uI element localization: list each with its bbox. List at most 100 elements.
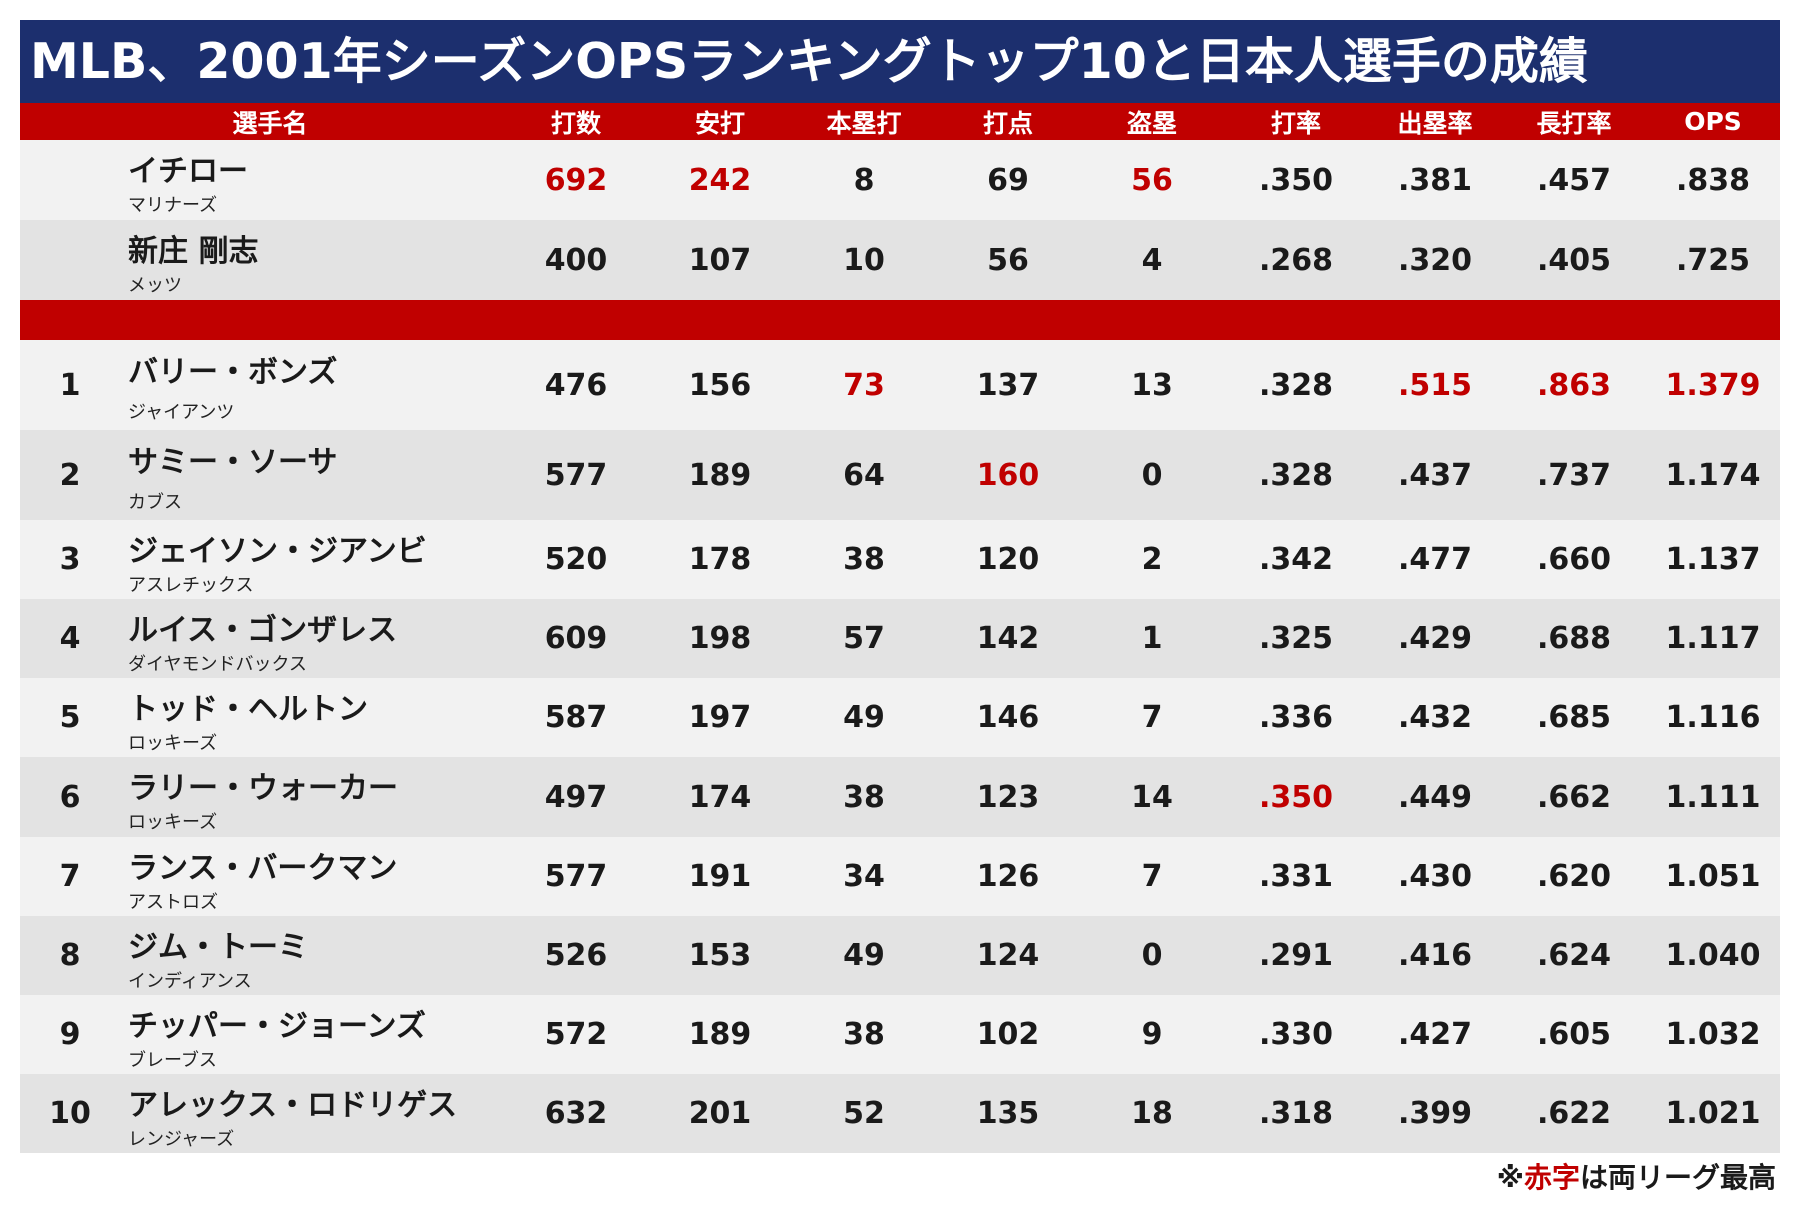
team-name: ロッキーズ [128,812,218,833]
cell-obp: .381 [1397,162,1473,198]
cell-home-runs: 38 [843,779,885,815]
cell-batting-avg: .331 [1258,859,1334,894]
cell-stolen-bases: 1 [1141,621,1163,656]
column-header-row: 選手名 打数 安打 本塁打 打点 盗塁 打率 出塁率 長打率 OPS [20,103,1780,140]
rank: 5 [59,700,81,735]
cell-hits: 156 [688,367,752,403]
cell-at-bats: 476 [544,367,608,403]
ranking-row: 2 サミー・ソーサ カブス 577 189 64 160 0 .328 .437 .737 1.174 [20,430,1780,520]
cell-obp: .429 [1397,621,1473,656]
cell-hits: 178 [688,542,752,577]
cell-batting-avg: .318 [1258,1096,1334,1131]
player-name: イチロー [128,154,248,189]
cell-batting-avg: .291 [1258,938,1334,973]
cell-hits: 153 [688,938,752,973]
ranking-row: 3 ジェイソン・ジアンビ アスレチックス 520 178 38 120 2 .342 .477 .6… [20,520,1780,599]
player-name: ジェイソン・ジアンビ [128,534,427,569]
cell-rbi: 124 [976,938,1040,973]
cell-at-bats: 497 [544,779,608,815]
player-name: 新庄 剛志 [128,234,259,269]
cell-ops: .725 [1675,242,1751,278]
cell-rbi: 126 [976,859,1040,894]
player-name: チッパー・ジョーンズ [128,1009,426,1044]
header-rbi: 打点 [982,108,1033,138]
cell-hits: 197 [688,700,752,735]
team-name: アストロズ [128,892,218,913]
cell-obp: .449 [1397,779,1473,815]
cell-ops: 1.117 [1665,621,1761,656]
rank: 10 [49,1096,91,1131]
cell-slg: .620 [1536,859,1612,894]
player-name: トッド・ヘルトン [128,692,368,727]
cell-batting-avg: .330 [1258,1017,1334,1052]
header-at-bats: 打数 [550,108,601,138]
cell-rbi: 102 [976,1017,1040,1052]
cell-at-bats: 577 [544,457,608,493]
ranking-row: 10 アレックス・ロドリゲス レンジャーズ 632 201 52 135 18 .318 .399… [20,1074,1780,1153]
header-batting-avg: 打率 [1270,108,1321,138]
team-name: アスレチックス [128,575,254,596]
cell-slg: .605 [1536,1017,1612,1052]
cell-hits: 189 [688,457,752,493]
cell-slg: .457 [1536,162,1612,198]
cell-rbi: 120 [976,542,1040,577]
cell-home-runs: 8 [853,162,875,198]
cell-rbi: 56 [987,242,1029,278]
header-hits: 安打 [694,108,745,138]
cell-home-runs: 38 [843,542,885,577]
cell-obp: .477 [1397,542,1473,577]
cell-at-bats: 520 [544,542,608,577]
cell-ops: 1.174 [1665,457,1761,493]
cell-home-runs: 73 [843,367,885,403]
rank: 4 [59,621,81,656]
rank: 9 [59,1017,81,1052]
rank [20,220,120,300]
cell-slg: .624 [1536,938,1612,973]
cell-obp: .437 [1397,457,1473,493]
header-home-runs: 本塁打 [826,108,902,138]
cell-stolen-bases: 4 [1141,242,1163,278]
cell-at-bats: 632 [544,1096,608,1131]
cell-stolen-bases: 13 [1131,367,1173,403]
cell-ops: 1.032 [1665,1017,1761,1052]
cell-rbi: 123 [976,779,1040,815]
cell-hits: 201 [688,1096,752,1131]
header-obp: 出塁率 [1397,108,1473,138]
cell-stolen-bases: 18 [1131,1096,1173,1131]
team-name: ブレーブス [128,1050,217,1071]
cell-slg: .622 [1536,1096,1612,1131]
player-name: バリー・ボンズ [128,355,338,390]
rank: 6 [59,779,81,815]
cell-obp: .427 [1397,1017,1473,1052]
team-name: ジャイアンツ [128,402,235,423]
cell-batting-avg: .342 [1258,542,1334,577]
cell-obp: .432 [1397,700,1473,735]
cell-stolen-bases: 7 [1141,700,1163,735]
section-divider [20,300,1780,340]
cell-slg: .405 [1536,242,1612,278]
cell-hits: 198 [688,621,752,656]
footnote-suffix: は両リーグ最高 [1579,1161,1776,1194]
cell-ops: .838 [1675,162,1751,198]
cell-rbi: 135 [976,1096,1040,1131]
cell-rbi: 137 [976,367,1040,403]
player-name: ランス・バークマン [128,851,398,886]
cell-rbi: 146 [976,700,1040,735]
cell-hits: 242 [688,162,752,198]
footnote-prefix: ※ [1496,1161,1524,1194]
cell-at-bats: 577 [544,859,608,894]
cell-ops: 1.051 [1665,859,1761,894]
cell-home-runs: 52 [843,1096,885,1131]
ranking-row: 5 トッド・ヘルトン ロッキーズ 587 197 49 146 7 .336 .432 .685 1.… [20,678,1780,757]
cell-obp: .416 [1397,938,1473,973]
cell-stolen-bases: 0 [1141,938,1163,973]
cell-home-runs: 57 [843,621,885,656]
cell-slg: .688 [1536,621,1612,656]
player-name: ジム・トーミ [128,930,308,965]
rank [20,140,120,220]
team-name: メッツ [128,275,182,296]
japanese-player-row: イチロー マリナーズ 692 242 8 69 56 .350 .381 .457 .838 [20,140,1780,220]
cell-obp: .430 [1397,859,1473,894]
ranking-row: 9 チッパー・ジョーンズ ブレーブス 572 189 38 102 9 .330 .427 .605… [20,995,1780,1074]
team-name: インディアンス [128,971,252,992]
